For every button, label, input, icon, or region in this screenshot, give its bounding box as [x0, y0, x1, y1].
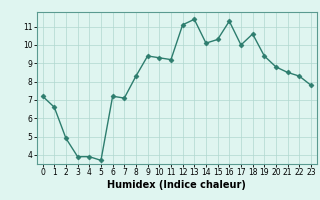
X-axis label: Humidex (Indice chaleur): Humidex (Indice chaleur): [108, 180, 246, 190]
